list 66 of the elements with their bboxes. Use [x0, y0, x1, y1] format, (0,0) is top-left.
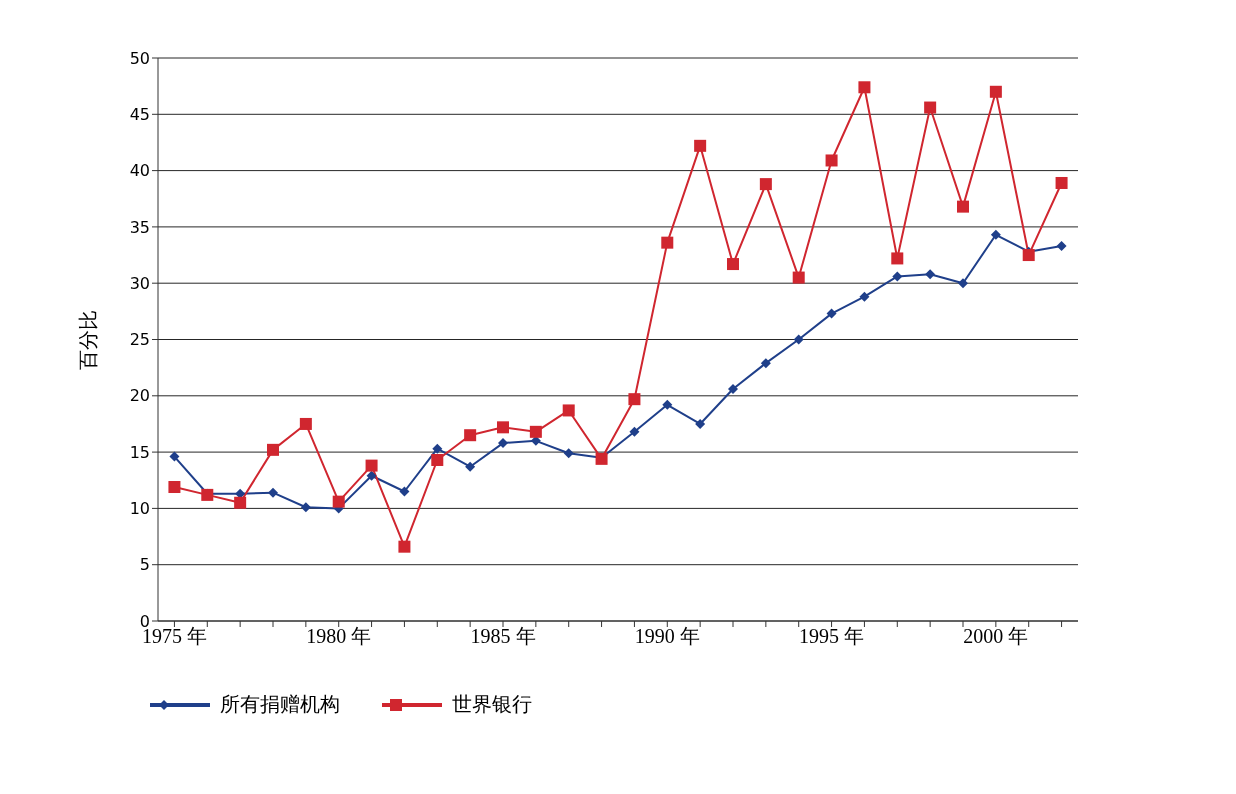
- point: [957, 200, 969, 213]
- point: [398, 540, 411, 553]
- point: [924, 101, 937, 114]
- point: [891, 252, 904, 265]
- point: [727, 258, 739, 271]
- x-tick-label: 1995 年: [799, 625, 865, 648]
- point: [662, 399, 673, 410]
- point: [760, 358, 771, 369]
- point: [826, 308, 837, 319]
- y-tick-label: 20: [129, 386, 150, 406]
- y-tick-label: 50: [129, 48, 150, 68]
- x-tick-label: 2000 年: [963, 625, 1029, 648]
- point: [562, 404, 575, 417]
- point: [989, 85, 1002, 98]
- point: [661, 236, 674, 249]
- point: [759, 178, 772, 191]
- y-tick-label: 5: [139, 555, 150, 575]
- point: [366, 470, 377, 481]
- point: [892, 271, 903, 282]
- point: [728, 384, 738, 395]
- point: [234, 496, 247, 509]
- point: [168, 481, 181, 494]
- point: [859, 291, 870, 302]
- point: [529, 425, 542, 438]
- point: [299, 417, 312, 430]
- point: [1022, 249, 1035, 262]
- y-tick-label: 40: [129, 161, 150, 181]
- y-tick-label: 35: [129, 217, 150, 237]
- y-tick-label: 45: [129, 104, 150, 124]
- point: [958, 278, 968, 289]
- point: [563, 448, 574, 459]
- point: [169, 451, 180, 462]
- y-axis-title: 百分比: [76, 309, 101, 370]
- point: [793, 334, 804, 345]
- point: [792, 271, 805, 284]
- point: [432, 443, 443, 454]
- point: [858, 81, 871, 94]
- x-tick-label: 1985 年: [470, 625, 536, 648]
- point: [365, 459, 378, 472]
- point: [825, 154, 838, 167]
- legend-label: 所有捐赠机构: [220, 691, 340, 718]
- point: [431, 453, 444, 466]
- point: [332, 495, 345, 508]
- point: [465, 461, 476, 472]
- point: [694, 139, 707, 152]
- point: [497, 421, 509, 434]
- x-tick-label: 1990 年: [634, 625, 700, 648]
- x-tick-label: 1980 年: [306, 625, 372, 648]
- point: [498, 438, 508, 449]
- point: [464, 429, 477, 442]
- point: [628, 393, 641, 406]
- point: [695, 418, 706, 429]
- point: [990, 229, 1001, 240]
- y-tick-label: 30: [129, 273, 150, 293]
- legend-label: 世界银行: [452, 691, 532, 718]
- point: [925, 269, 936, 280]
- point: [629, 426, 640, 437]
- point: [267, 443, 279, 456]
- y-tick-label: 15: [129, 442, 150, 462]
- point: [1056, 241, 1067, 252]
- point: [1055, 176, 1068, 189]
- point: [268, 487, 278, 498]
- y-tick-label: 25: [129, 330, 150, 350]
- point: [300, 502, 311, 513]
- y-tick-label: 10: [129, 499, 150, 519]
- point: [399, 486, 410, 497]
